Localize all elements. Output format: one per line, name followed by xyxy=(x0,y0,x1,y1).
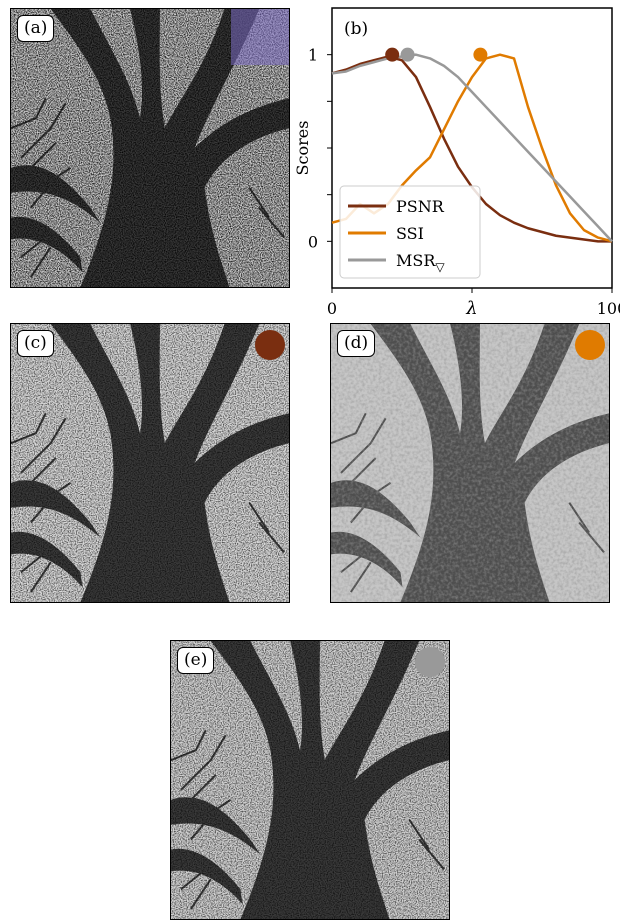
x-axis-label: λ xyxy=(465,298,477,319)
crop-highlight xyxy=(231,9,289,65)
tree-image-psnr xyxy=(11,324,289,602)
y-tick-label: 1 xyxy=(308,46,318,65)
ssi-marker-dot xyxy=(575,330,605,360)
legend-label-ssi: SSI xyxy=(396,224,424,243)
series-max-marker-msr xyxy=(400,47,415,62)
tree-image-msr xyxy=(171,641,449,919)
panel-label-d: (d) xyxy=(337,330,376,357)
panel-label-e: (e) xyxy=(177,647,215,674)
tree-image-ssi xyxy=(331,324,609,602)
x-tick-label: 100 xyxy=(597,299,620,318)
panel-b-chart: (b) 0 1 0 100 λ Scores PSNR SSI MSR▽ xyxy=(290,0,620,325)
x-tick-label: 0 xyxy=(327,299,337,318)
panel-label-c: (c) xyxy=(17,330,54,357)
legend-box xyxy=(339,185,481,279)
series-max-marker-ssi xyxy=(473,47,488,62)
y-tick-label: 0 xyxy=(308,232,318,251)
panel-e-msr-image: (e) xyxy=(170,640,450,920)
panel-a-noisy-image: (a) xyxy=(10,8,290,288)
panel-label-a: (a) xyxy=(17,15,55,42)
panel-label-b: (b) xyxy=(344,19,368,39)
psnr-marker-dot xyxy=(255,330,285,360)
series-line-msr xyxy=(331,53,613,243)
panel-d-ssi-image: (d) xyxy=(330,323,610,603)
legend-label-msr: MSR▽ xyxy=(396,251,445,274)
legend-label-psnr: PSNR xyxy=(396,197,445,216)
y-axis-label: Scores xyxy=(293,121,312,176)
series-max-marker-psnr xyxy=(385,47,400,62)
msr-marker-dot xyxy=(415,647,445,677)
scores-chart: (b) 0 1 0 100 λ Scores PSNR SSI MSR▽ xyxy=(293,7,620,319)
panel-c-psnr-image: (c) xyxy=(10,323,290,603)
